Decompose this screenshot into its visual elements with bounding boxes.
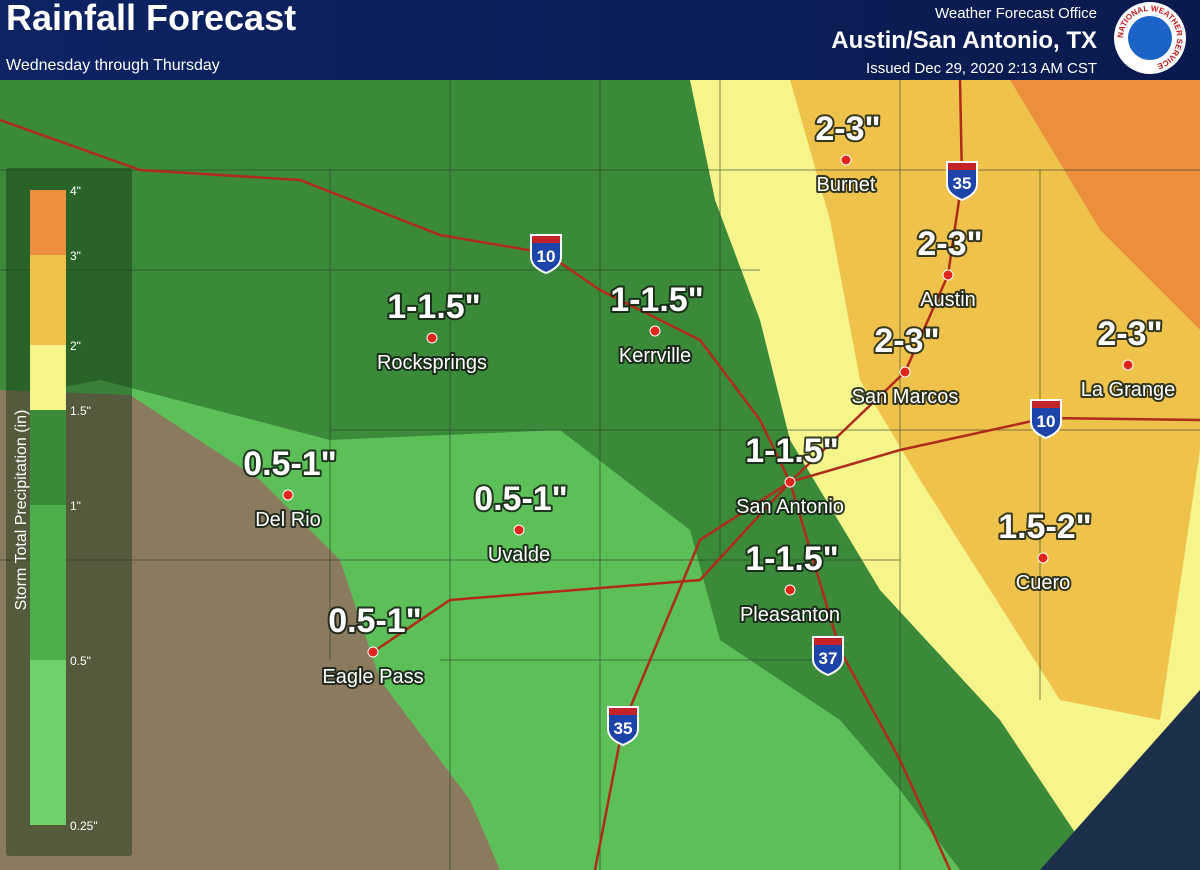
- shield-top: [1032, 401, 1060, 408]
- city-name: San Marcos: [852, 386, 959, 408]
- city-amount: 0.5-1": [474, 480, 568, 518]
- city-dot: [1037, 552, 1049, 564]
- highway-shield: [607, 706, 639, 747]
- city-dot: [840, 154, 852, 166]
- gold-area: [790, 80, 1200, 720]
- highway-number: 35: [614, 719, 633, 738]
- city-amount: 0.5-1": [328, 602, 422, 640]
- city-name: Del Rio: [255, 509, 321, 531]
- city-name: Rocksprings: [377, 352, 487, 374]
- city-amount: 1.5-2": [998, 508, 1092, 546]
- location: Austin/San Antonio, TX: [831, 27, 1097, 54]
- highway-shield: [812, 636, 844, 677]
- city-amount: 0.5-1": [243, 445, 337, 483]
- highway-shield: [946, 161, 978, 202]
- legend-label: 0.5": [70, 654, 91, 668]
- legend-title: Storm Total Precipitation (in): [13, 410, 30, 611]
- highway-number: 37: [819, 649, 838, 668]
- legend-label: 0.25": [70, 819, 98, 833]
- legend-label: 3": [70, 249, 81, 263]
- city-name: San Antonio: [736, 496, 844, 518]
- legend-swatch: [30, 255, 66, 345]
- subtitle: Wednesday through Thursday: [6, 57, 220, 74]
- city-name: Austin: [920, 289, 976, 311]
- city-dot: [784, 476, 796, 488]
- city-name: Pleasanton: [740, 604, 840, 626]
- issued: Issued Dec 29, 2020 2:13 AM CST: [866, 60, 1097, 77]
- city-name: Burnet: [817, 174, 876, 196]
- orange-area: [1010, 80, 1200, 330]
- office: Weather Forecast Office: [935, 5, 1097, 22]
- city-dot: [1122, 359, 1134, 371]
- header: Rainfall Forecast Wednesday through Thur…: [0, 0, 1200, 80]
- city-amount: 1-1.5": [745, 540, 839, 578]
- city-name: Eagle Pass: [322, 666, 423, 688]
- legend-swatch: [30, 410, 66, 505]
- city-amount: 2-3": [1097, 315, 1162, 353]
- shield-top: [609, 708, 637, 715]
- legend-label: 4": [70, 184, 81, 198]
- city-name: Cuero: [1016, 572, 1070, 594]
- city-dot: [282, 489, 294, 501]
- legend-swatch: [30, 660, 66, 825]
- header-bar: [0, 0, 1200, 80]
- title: Rainfall Forecast: [6, 0, 296, 38]
- map-layer: [0, 79, 1200, 870]
- shield-top: [814, 638, 842, 645]
- legend-swatch: [30, 345, 66, 410]
- overlay: Storm Total Precipitation (in) 4" 3" 2" 1.5"…: [6, 108, 1177, 856]
- legend-swatch: [30, 505, 66, 660]
- city-amount: 1-1.5": [610, 281, 704, 319]
- city-amount: 2-3": [815, 110, 880, 148]
- shield-top: [948, 163, 976, 170]
- legend-swatch: [30, 190, 66, 255]
- city-name: La Grange: [1081, 379, 1176, 401]
- city-dot: [942, 269, 954, 281]
- city-name: Kerrville: [619, 345, 691, 367]
- legend-label: 2": [70, 339, 81, 353]
- city-dot: [513, 524, 525, 536]
- satellite-area: [0, 390, 500, 870]
- highway-shield: [530, 234, 562, 275]
- city-dot: [784, 584, 796, 596]
- highway-shield: [1030, 399, 1062, 440]
- city-amount: 2-3": [917, 225, 982, 263]
- highway-number: 10: [1037, 412, 1056, 431]
- city-dot: [899, 366, 911, 378]
- highway-number: 35: [953, 174, 972, 193]
- city-amount: 2-3": [874, 322, 939, 360]
- city-dot: [367, 646, 379, 658]
- city-name: Uvalde: [488, 544, 550, 566]
- highway-number: 10: [537, 247, 556, 266]
- city-dot: [649, 325, 661, 337]
- city-amount: 1-1.5": [745, 432, 839, 470]
- city-amount: 1-1.5": [387, 288, 481, 326]
- shield-top: [532, 236, 560, 243]
- legend-label: 1": [70, 499, 81, 513]
- gulf-water: [1040, 690, 1200, 870]
- city-dot: [426, 332, 438, 344]
- logo-center: [1128, 16, 1172, 60]
- legend-label: 1.5": [70, 404, 91, 418]
